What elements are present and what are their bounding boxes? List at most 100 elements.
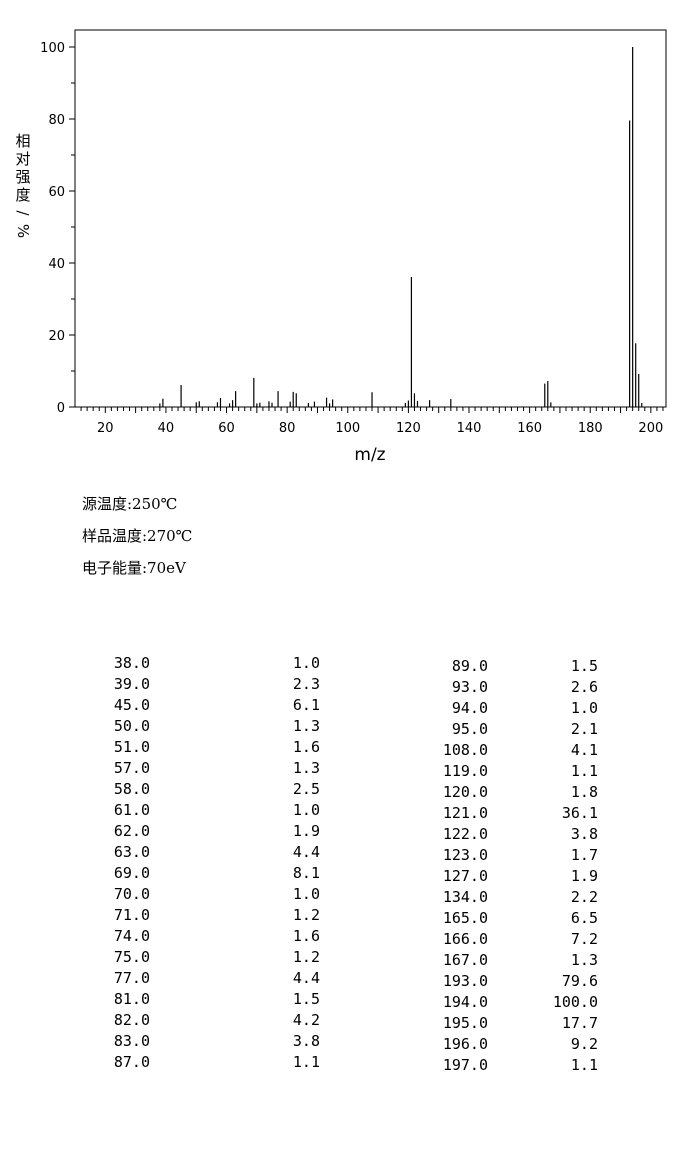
peak-mz-value: 71.0 xyxy=(113,906,150,924)
peak-mz-value: 61.0 xyxy=(113,801,150,819)
peak-intensity-value: 36.1 xyxy=(561,804,598,822)
peak-mz-value: 51.0 xyxy=(113,738,150,756)
peak-mz-value: 122.0 xyxy=(442,825,488,843)
sample-temperature: 样品温度:270℃ xyxy=(82,527,193,545)
x-tick-label: 80 xyxy=(279,421,296,436)
mass-spectrum-chart: 20 40 60 80 100 120 140 160 180 200 020406080100 … xyxy=(40,29,667,465)
peak-intensity-value: 1.9 xyxy=(570,867,598,885)
peak-mz-value: 87.0 xyxy=(113,1053,150,1071)
peak-intensity-value: 1.7 xyxy=(570,846,598,864)
peak-intensity-value: 1.9 xyxy=(292,822,320,840)
peak-intensity-value: 1.0 xyxy=(570,699,598,717)
peak-mz-value: 39.0 xyxy=(113,675,150,693)
peak-mz-value: 166.0 xyxy=(442,930,488,948)
y-axis-ticks: 0 20 40 60 80 100 xyxy=(40,41,75,416)
peak-intensity-value: 1.2 xyxy=(292,948,320,966)
peak-intensity-value: 9.2 xyxy=(570,1035,598,1053)
y-tick-label: 40 xyxy=(48,257,65,272)
peak-intensity-value: 6.1 xyxy=(292,696,320,714)
peak-intensity-value: 1.3 xyxy=(292,717,320,735)
peak-intensity-value: 4.4 xyxy=(292,843,320,861)
peak-intensity-value: 2.2 xyxy=(570,888,598,906)
x-tick-label: 120 xyxy=(396,421,421,436)
peak-mz-value: 50.0 xyxy=(113,717,150,735)
spectrum-peaks xyxy=(159,47,643,407)
peak-mz-value: 196.0 xyxy=(442,1035,488,1053)
x-tick-label: 60 xyxy=(218,421,235,436)
peak-mz-value: 69.0 xyxy=(113,864,150,882)
peak-intensity-value: 1.3 xyxy=(570,951,598,969)
peak-intensity-value: 1.6 xyxy=(292,738,320,756)
peak-mz-value: 83.0 xyxy=(113,1032,150,1050)
peak-mz-value: 93.0 xyxy=(451,678,488,696)
peak-mz-value: 57.0 xyxy=(113,759,150,777)
peak-mz-value: 58.0 xyxy=(113,780,150,798)
peak-mz-value: 38.0 xyxy=(113,654,150,672)
peak-mz-value: 95.0 xyxy=(451,720,488,738)
x-tick-label: 160 xyxy=(517,421,542,436)
x-tick-label: 140 xyxy=(457,421,482,436)
x-axis-label: m/z xyxy=(354,445,385,465)
peak-intensity-value: 6.5 xyxy=(570,909,598,927)
peak-mz-value: 167.0 xyxy=(442,951,488,969)
peak-mz-value: 81.0 xyxy=(113,990,150,1008)
y-axis-label-char: / xyxy=(14,210,32,216)
y-tick-label: 60 xyxy=(48,185,65,200)
peak-intensity-value: 3.8 xyxy=(292,1032,320,1050)
peak-intensity-value: 2.3 xyxy=(292,675,320,693)
peak-mz-value: 77.0 xyxy=(113,969,150,987)
peak-intensity-value: 7.2 xyxy=(570,930,598,948)
y-axis-label-char: 相 xyxy=(15,132,31,150)
peak-mz-value: 82.0 xyxy=(113,1011,150,1029)
peak-mz-value: 194.0 xyxy=(442,993,488,1011)
peak-mz-value: 63.0 xyxy=(113,843,150,861)
x-tick-label: 180 xyxy=(578,421,603,436)
peak-intensity-value: 100.0 xyxy=(552,993,598,1011)
source-temperature: 源温度:250℃ xyxy=(82,495,178,513)
peak-intensity-value: 2.6 xyxy=(570,678,598,696)
peak-intensity-value: 1.3 xyxy=(292,759,320,777)
y-tick-label: 20 xyxy=(48,329,65,344)
y-tick-label: 80 xyxy=(48,113,65,128)
x-tick-label: 40 xyxy=(158,421,175,436)
x-tick-label: 100 xyxy=(335,421,360,436)
y-axis-label-char: 对 xyxy=(15,150,31,168)
peak-intensity-value: 79.6 xyxy=(561,972,598,990)
y-tick-label: 0 xyxy=(57,401,65,416)
peak-mz-value: 193.0 xyxy=(442,972,488,990)
peak-intensity-value: 1.1 xyxy=(570,1056,598,1074)
peak-mz-value: 89.0 xyxy=(451,657,488,675)
peak-intensity-value: 4.2 xyxy=(292,1011,320,1029)
acquisition-conditions: 源温度:250℃ 样品温度:270℃ 电子能量:70eV xyxy=(82,492,192,588)
peak-intensity-value: 1.0 xyxy=(292,885,320,903)
peak-mz-value: 134.0 xyxy=(442,888,488,906)
peak-mz-value: 62.0 xyxy=(113,822,150,840)
peak-intensity-value: 2.1 xyxy=(570,720,598,738)
peak-intensity-value: 3.8 xyxy=(570,825,598,843)
y-axis-label-char: % xyxy=(14,223,32,239)
peak-intensity-value: 17.7 xyxy=(561,1014,598,1032)
peak-intensity-value: 8.1 xyxy=(292,864,320,882)
x-tick-label: 200 xyxy=(638,421,663,436)
plot-frame xyxy=(74,29,667,408)
peak-intensity-value: 1.8 xyxy=(570,783,598,801)
peak-mz-value: 195.0 xyxy=(442,1014,488,1032)
peak-mz-value: 70.0 xyxy=(113,885,150,903)
y-tick-label: 100 xyxy=(40,41,65,56)
y-axis-label-char: 度 xyxy=(15,186,31,204)
x-tick-label: 20 xyxy=(97,421,114,436)
peak-mz-value: 119.0 xyxy=(442,762,488,780)
y-axis-label-char: 强 xyxy=(15,168,31,186)
y-axis-label: 相对强度 /% xyxy=(14,132,32,240)
peak-intensity-value: 1.1 xyxy=(292,1053,320,1071)
peak-intensity-value: 4.1 xyxy=(570,741,598,759)
peak-mz-value: 165.0 xyxy=(442,909,488,927)
peak-intensity-value: 1.5 xyxy=(292,990,320,1008)
peak-intensity-value: 1.1 xyxy=(570,762,598,780)
peak-intensity-value: 1.0 xyxy=(292,654,320,672)
x-axis-ticks: 20 40 60 80 100 120 140 160 180 200 xyxy=(80,407,664,436)
peak-mz-value: 75.0 xyxy=(113,948,150,966)
peak-mz-value: 123.0 xyxy=(442,846,488,864)
peak-intensity-value: 4.4 xyxy=(292,969,320,987)
peak-intensity-value: 1.0 xyxy=(292,801,320,819)
